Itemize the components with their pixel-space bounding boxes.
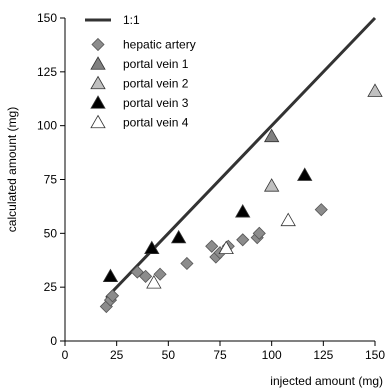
point-portal-vein-2	[263, 178, 280, 192]
legend-marker-portal-vein-2	[90, 75, 106, 90]
data-points	[99, 83, 383, 314]
point-portal-vein-4	[146, 275, 162, 289]
legend-label-portal-vein-2: portal vein 2	[123, 77, 189, 91]
x-tick-label: 75	[213, 348, 227, 362]
point-portal-vein-4	[280, 212, 296, 227]
point-portal-vein-3	[144, 240, 160, 255]
y-tick-label: 150	[37, 11, 57, 25]
legend-marker-portal-vein-3	[90, 95, 106, 109]
x-tick-label: 125	[313, 348, 333, 362]
point-hepatic-artery	[130, 265, 144, 279]
point-hepatic-artery	[105, 289, 120, 303]
y-tick-label: 50	[44, 226, 58, 240]
y-axis-label: calculated amount (mg)	[5, 107, 19, 232]
point-portal-vein-2	[367, 83, 383, 97]
y-tick-label: 25	[44, 280, 58, 294]
legend-marker-hepatic-artery	[91, 37, 105, 52]
x-tick-label: 25	[110, 348, 124, 362]
point-portal-vein-3	[235, 203, 251, 218]
legend: 1:1 hepatic artery portal vein 1 portal vei…	[85, 13, 196, 130]
point-hepatic-artery	[314, 203, 328, 217]
point-hepatic-artery	[236, 233, 250, 247]
legend-label-portal-vein-3: portal vein 3	[123, 96, 189, 110]
legend-label-hepatic-artery: hepatic artery	[123, 38, 196, 52]
x-tick-label: 50	[162, 348, 176, 362]
point-portal-vein-3	[102, 268, 119, 283]
y-tick-label: 125	[37, 65, 57, 79]
y-tick-label: 75	[44, 173, 58, 187]
y-tick-label: 100	[37, 119, 57, 133]
point-portal-vein-4	[218, 240, 234, 255]
point-portal-vein-3	[297, 167, 313, 181]
point-hepatic-artery	[153, 267, 167, 281]
point-hepatic-artery	[139, 269, 153, 283]
y-tick-label: 0	[50, 334, 57, 348]
x-tick-label: 100	[262, 348, 282, 362]
tick-marks	[60, 17, 376, 346]
tick-labels: 0 25 50 75 100 125 150 0 25 50 75 100 125 150	[37, 11, 385, 362]
point-portal-vein-3	[170, 229, 187, 244]
legend-marker-portal-vein-1	[90, 56, 106, 70]
point-hepatic-artery	[252, 226, 266, 240]
legend-label-portal-vein-4: portal vein 4	[123, 116, 189, 130]
point-portal-vein-1	[263, 128, 280, 143]
x-axis-label: injected amount (mg)	[270, 374, 383, 388]
legend-label-1-1: 1:1	[123, 13, 140, 27]
x-tick-label: 150	[365, 348, 385, 362]
legend-label-portal-vein-1: portal vein 1	[123, 57, 189, 71]
legend-marker-portal-vein-4	[90, 114, 106, 129]
x-tick-label: 0	[62, 348, 69, 362]
point-hepatic-artery	[180, 256, 194, 271]
point-hepatic-artery	[205, 239, 219, 253]
